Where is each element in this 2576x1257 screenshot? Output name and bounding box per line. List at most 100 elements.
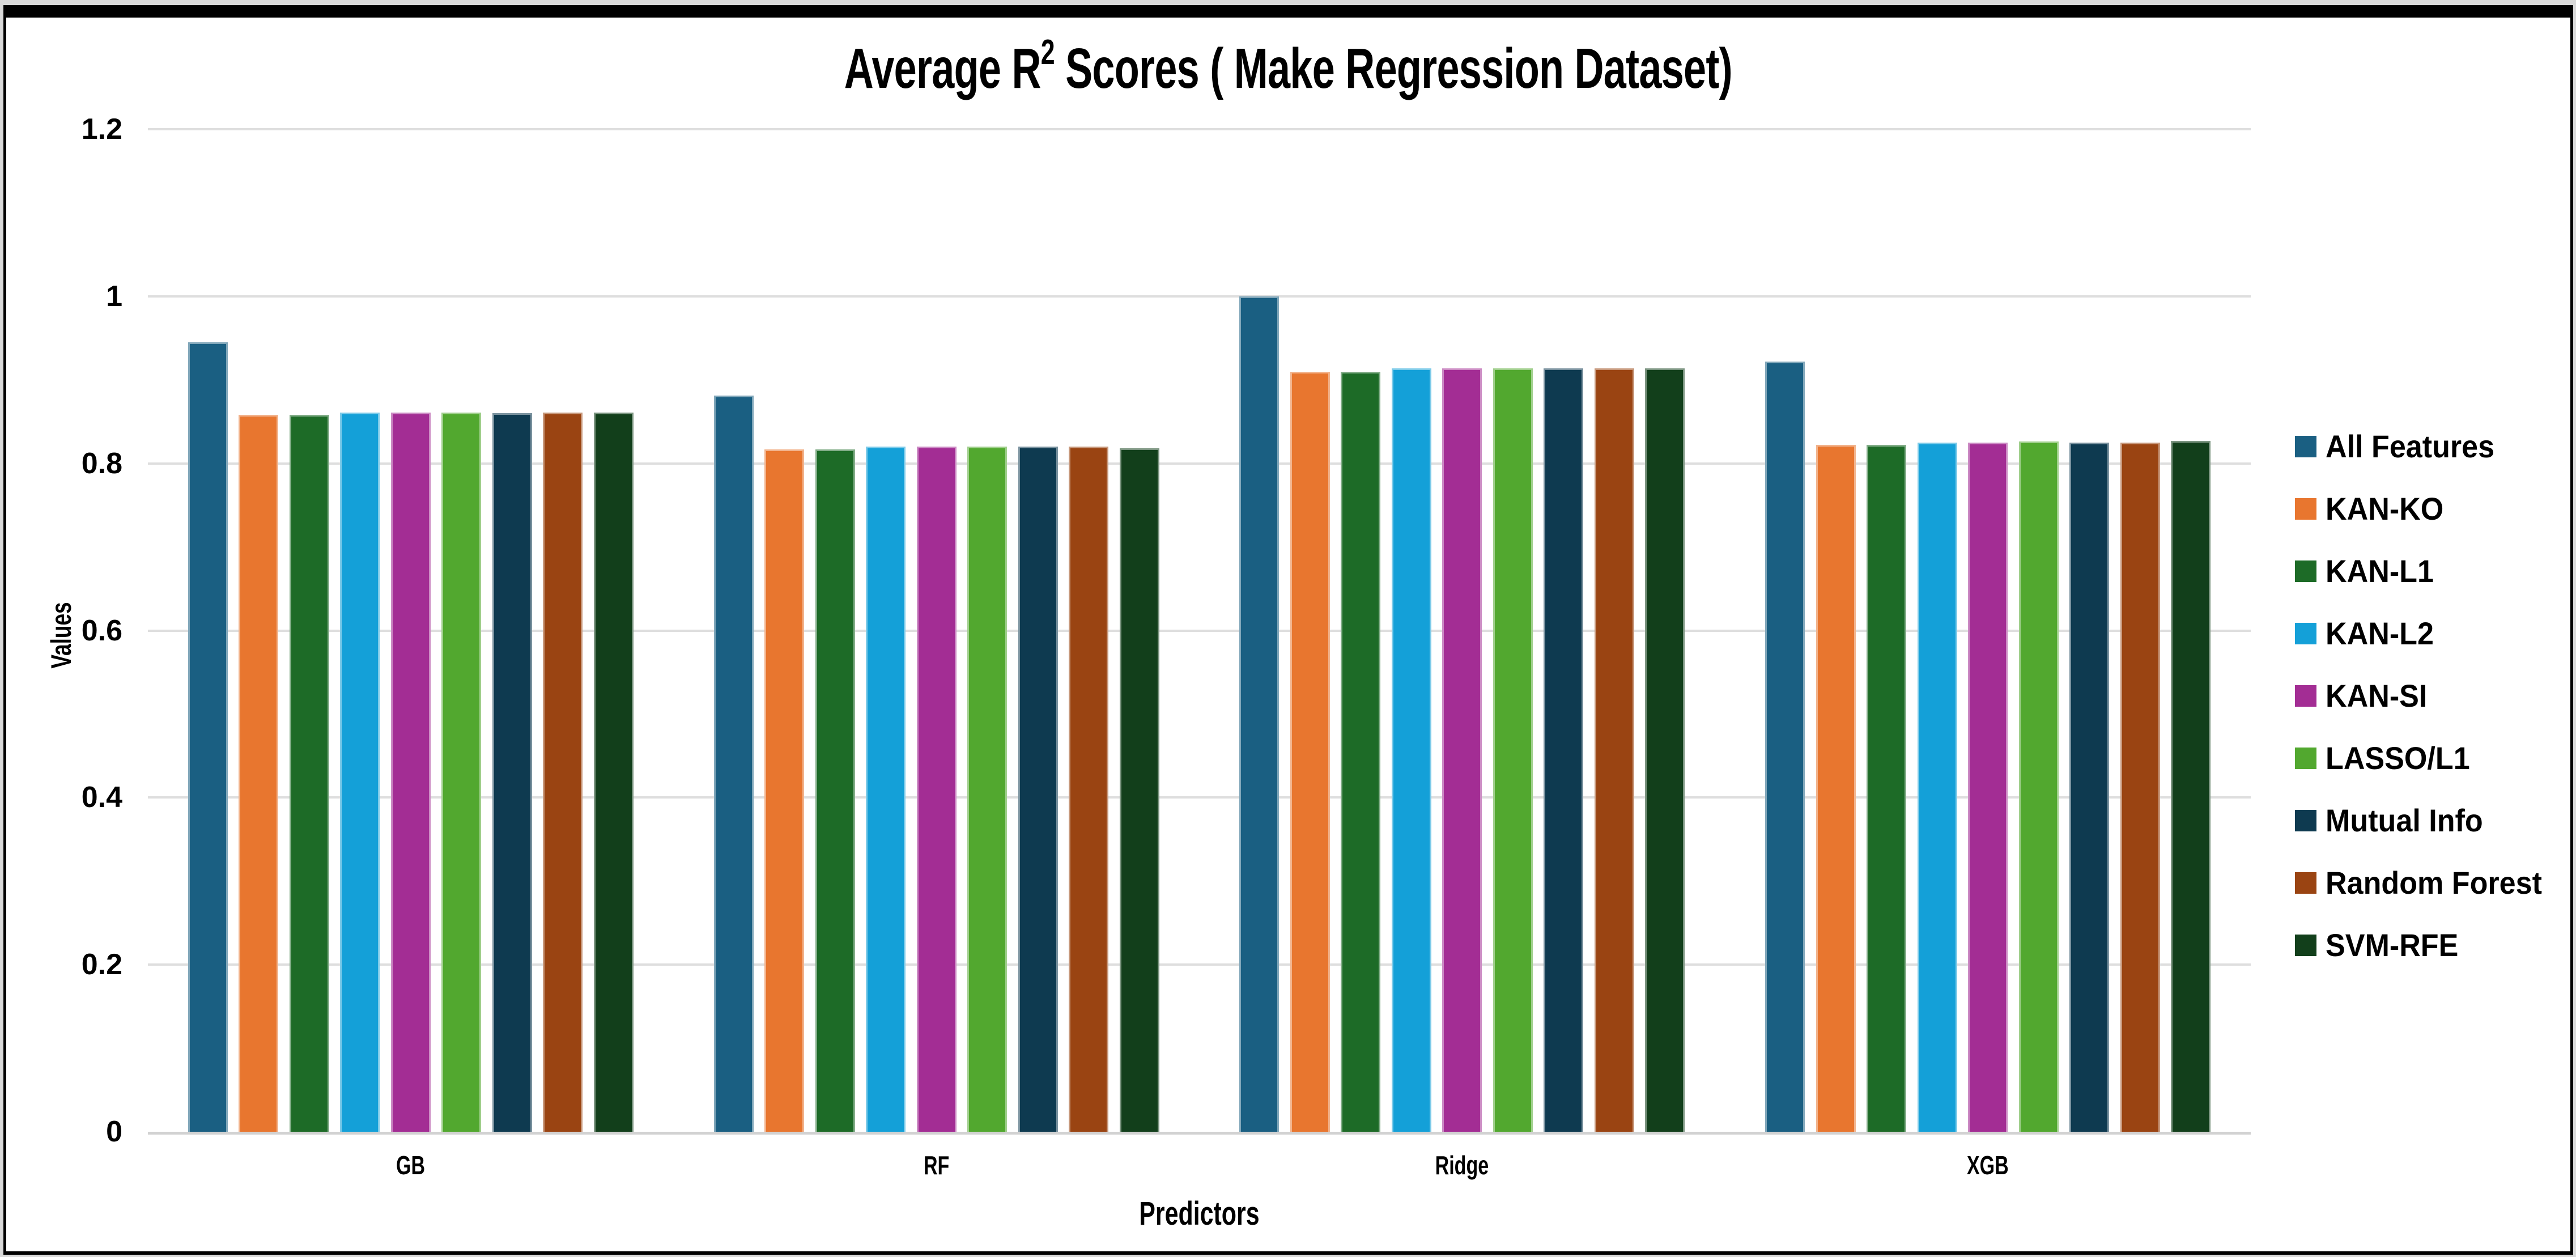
legend-label: All Features [2326, 428, 2495, 464]
legend-label: KAN-SI [2326, 678, 2428, 714]
legend-label: Random Forest [2326, 865, 2542, 901]
x-category-label-text: Ridge [1435, 1150, 1489, 1180]
x-category-label: XGB [1725, 1152, 2251, 1178]
chart-title-suffix: Scores ( Make Regression Dataset) [1055, 37, 1733, 100]
gridline [148, 128, 2251, 130]
legend-swatch [2295, 935, 2316, 956]
bar [1765, 361, 1805, 1132]
bar [2171, 440, 2211, 1132]
x-axis-line [148, 1132, 2251, 1135]
x-category-label-text: RF [923, 1150, 950, 1180]
legend-swatch [2295, 810, 2316, 831]
bar [441, 412, 482, 1132]
bar [390, 412, 431, 1132]
bar [1594, 368, 1634, 1132]
bar [2018, 441, 2059, 1132]
y-tick-label: 0.2 [81, 948, 122, 982]
gridline [148, 462, 2251, 465]
legend-label: SVM-RFE [2326, 927, 2459, 963]
bar [593, 412, 634, 1132]
bar [713, 396, 754, 1132]
chart-title-prefix: Average R [844, 37, 1042, 100]
y-tick-label: 1.2 [81, 113, 122, 146]
x-category-label: Ridge [1200, 1152, 1725, 1178]
x-category-label-text: XGB [1967, 1150, 2009, 1180]
chart-title-superscript: 2 [1040, 33, 1055, 72]
bar [1018, 447, 1058, 1132]
legend-item: SVM-RFE [2295, 914, 2558, 976]
plot-area [148, 128, 2251, 1135]
legend-swatch [2295, 436, 2316, 457]
y-tick-label: 0.8 [81, 447, 122, 480]
bar [1544, 368, 1584, 1132]
bar [815, 449, 855, 1132]
bar [1119, 448, 1159, 1132]
bar [1917, 442, 1957, 1132]
bar [1816, 445, 1856, 1132]
bar [967, 447, 1008, 1132]
legend-item: Random Forest [2295, 852, 2558, 914]
bar [2120, 442, 2160, 1132]
bar [1290, 371, 1330, 1132]
bar [340, 412, 380, 1132]
bar [543, 412, 583, 1132]
legend-item: Mutual Info [2295, 789, 2558, 852]
x-category-label: GB [148, 1152, 674, 1178]
x-axis-title-text: Predictors [1139, 1195, 1260, 1232]
bar [1341, 371, 1381, 1132]
x-axis-category-labels: GB RF Ridge XGB [148, 1152, 2251, 1178]
legend-item: LASSO/L1 [2295, 727, 2558, 789]
bar-group-ridge [1200, 129, 1725, 1132]
legend-item: KAN-KO [2295, 478, 2558, 540]
gridline [148, 295, 2251, 298]
legend-swatch [2295, 560, 2316, 582]
legend-item: KAN-L2 [2295, 602, 2558, 665]
bar [289, 415, 329, 1132]
bar-group-xgb [1725, 129, 2251, 1132]
bar [188, 342, 228, 1132]
x-category-label-text: GB [396, 1150, 426, 1180]
bar [866, 447, 906, 1132]
y-tick-label: 1 [106, 279, 122, 313]
bar-group-rf [674, 129, 1200, 1132]
bar [1867, 445, 1907, 1132]
legend-swatch [2295, 498, 2316, 520]
legend-swatch [2295, 623, 2316, 644]
chart-layer: Average R2 Scores ( Make Regression Data… [6, 18, 2570, 1251]
gridline [148, 629, 2251, 632]
legend-item: KAN-L1 [2295, 540, 2558, 602]
bar [1069, 447, 1109, 1132]
y-tick-label: 0 [106, 1115, 122, 1148]
bars-layer [148, 129, 2251, 1132]
figure-frame: Average R2 Scores ( Make Regression Data… [3, 5, 2573, 1255]
chart-title: Average R2 Scores ( Make Regression Data… [6, 35, 2570, 100]
gridline [148, 963, 2251, 966]
bar [239, 415, 279, 1132]
bar [1645, 368, 1685, 1132]
legend-swatch [2295, 685, 2316, 707]
legend-label: KAN-KO [2326, 491, 2444, 526]
bar [1493, 368, 1533, 1132]
legend-item: KAN-SI [2295, 665, 2558, 727]
legend-item: All Features [2295, 415, 2558, 478]
bar [1442, 368, 1482, 1132]
legend: All Features KAN-KO KAN-L1 KAN-L2 KAN-SI LASS… [2295, 415, 2558, 976]
bar [2069, 442, 2110, 1132]
legend-label: Mutual Info [2326, 802, 2483, 838]
bar [1391, 368, 1431, 1132]
x-axis-title: Predictors [148, 1197, 2251, 1230]
bar [916, 447, 957, 1132]
legend-swatch [2295, 748, 2316, 769]
y-tick-label: 0.4 [81, 781, 122, 814]
bar [1968, 442, 2008, 1132]
bar [764, 449, 805, 1132]
x-category-label: RF [674, 1152, 1200, 1178]
bar [1239, 296, 1280, 1132]
legend-swatch [2295, 872, 2316, 894]
chart-title-text: Average R2 Scores ( Make Regression Data… [844, 35, 1733, 100]
bar-group-gb [148, 129, 674, 1132]
y-tick-label: 0.6 [81, 614, 122, 647]
legend-label: KAN-L1 [2326, 553, 2434, 589]
legend-label: KAN-L2 [2326, 615, 2434, 651]
